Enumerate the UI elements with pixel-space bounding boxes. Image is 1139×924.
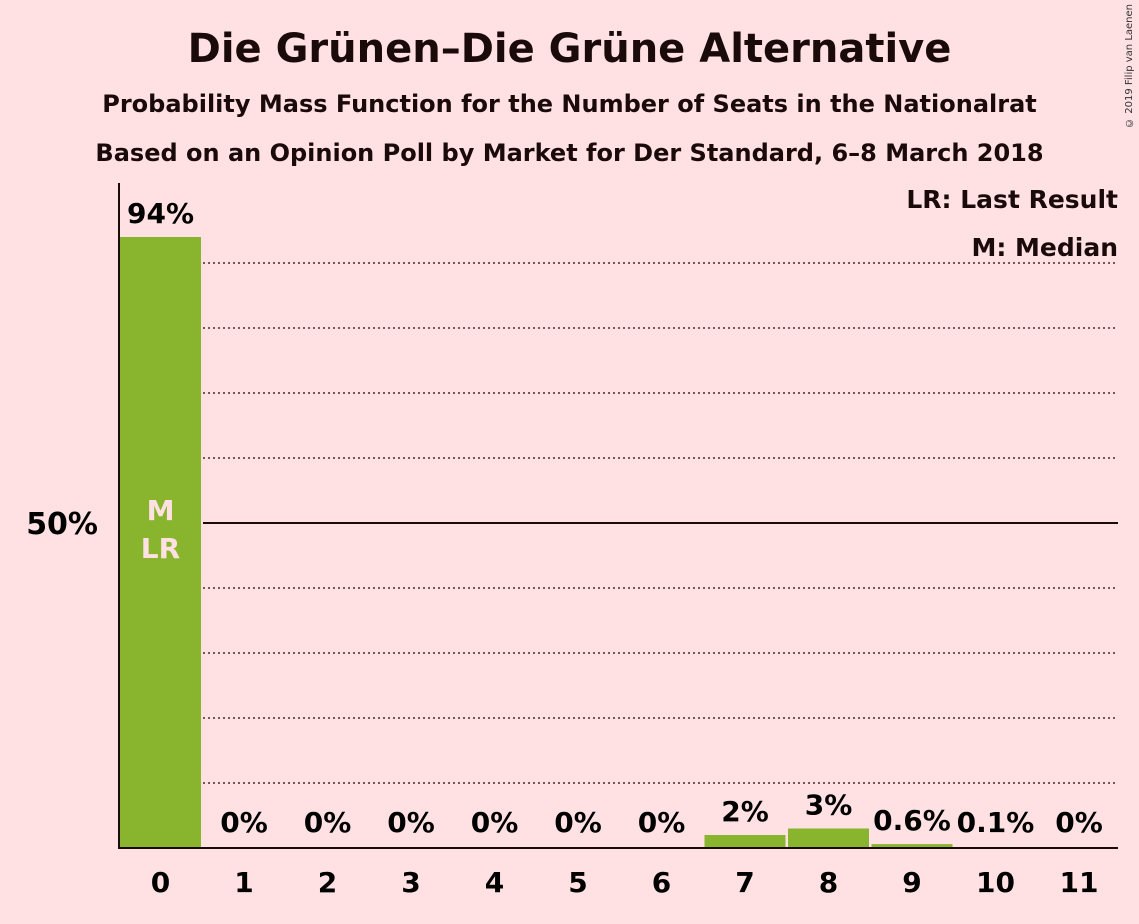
bar-mark-m: M <box>147 494 175 527</box>
x-tick-5: 5 <box>568 866 587 899</box>
bar-0 <box>120 237 201 848</box>
x-tick-10: 10 <box>976 866 1015 899</box>
chart-subtitle: Probability Mass Function for the Number… <box>102 90 1037 118</box>
value-label-3: 0% <box>387 806 435 839</box>
x-tick-1: 1 <box>234 866 253 899</box>
value-label-5: 0% <box>554 806 602 839</box>
x-tick-2: 2 <box>318 866 337 899</box>
x-tick-8: 8 <box>819 866 838 899</box>
value-label-8: 3% <box>805 789 853 822</box>
chart-title: Die Grünen–Die Grüne Alternative <box>187 26 952 72</box>
value-label-2: 0% <box>304 806 352 839</box>
legend-last-result: LR: Last Result <box>906 185 1118 214</box>
value-label-0: 94% <box>127 197 194 230</box>
chart-source: Based on an Opinion Poll by Market for D… <box>95 139 1044 167</box>
x-tick-9: 9 <box>902 866 921 899</box>
bar-8 <box>788 828 869 848</box>
value-label-7: 2% <box>721 795 769 828</box>
value-label-6: 0% <box>638 806 686 839</box>
value-label-1: 0% <box>220 806 268 839</box>
y-tick-50: 50% <box>26 507 98 542</box>
value-label-10: 0.1% <box>957 806 1035 839</box>
legend-median: M: Median <box>971 233 1118 262</box>
value-label-4: 0% <box>471 806 519 839</box>
value-label-9: 0.6% <box>873 804 951 837</box>
bar-mark-lr: LR <box>141 532 180 565</box>
bar-9 <box>871 844 953 848</box>
bar-7 <box>704 835 786 848</box>
x-tick-11: 11 <box>1060 866 1099 899</box>
x-tick-7: 7 <box>735 866 754 899</box>
x-tick-0: 0 <box>151 866 170 899</box>
x-tick-4: 4 <box>485 866 504 899</box>
value-label-11: 0% <box>1055 806 1103 839</box>
x-tick-3: 3 <box>401 866 420 899</box>
x-tick-6: 6 <box>652 866 671 899</box>
